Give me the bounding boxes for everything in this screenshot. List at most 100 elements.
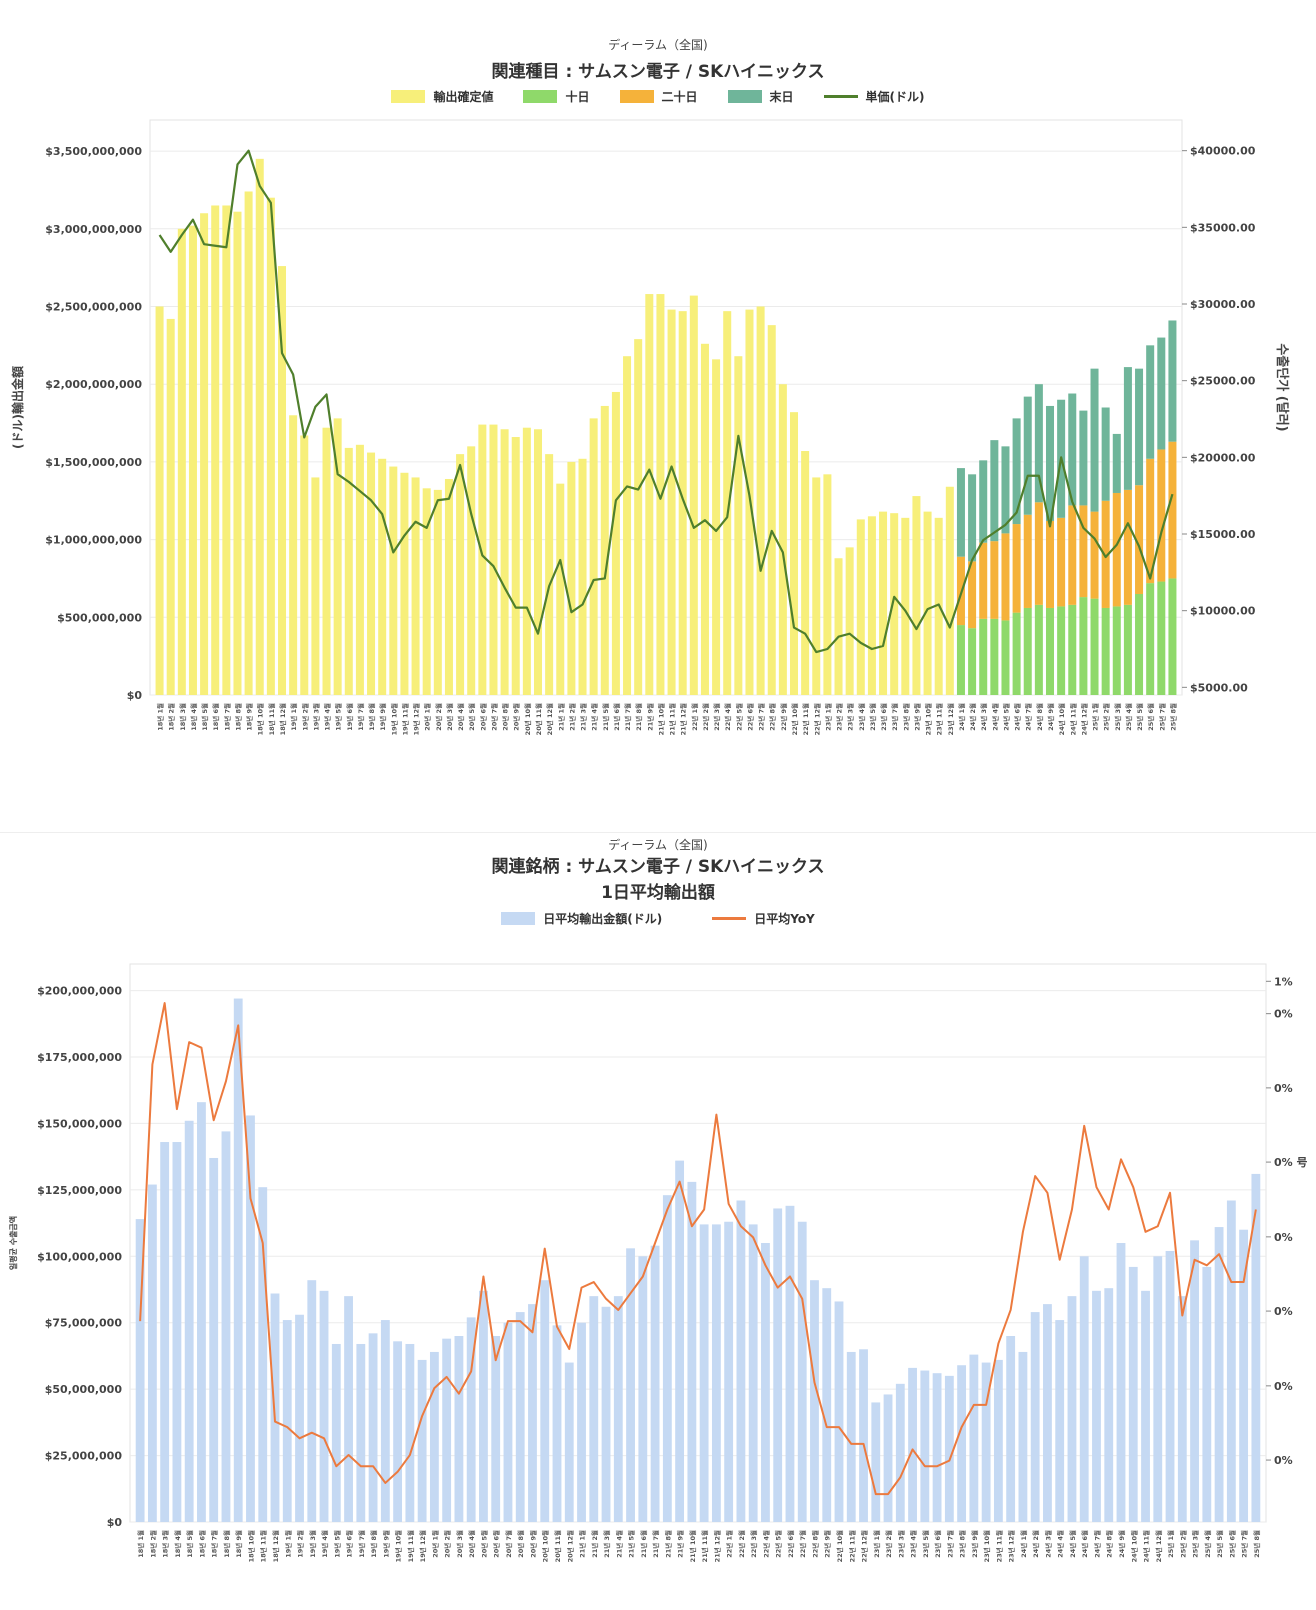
- bar-0[interactable]: [411, 477, 420, 695]
- bar[interactable]: [564, 1362, 574, 1522]
- bar[interactable]: [503, 1322, 513, 1522]
- bar[interactable]: [233, 998, 243, 1522]
- bar-0[interactable]: [623, 356, 632, 695]
- bar[interactable]: [944, 1375, 954, 1522]
- bar[interactable]: [1006, 1336, 1016, 1522]
- bar-0[interactable]: [389, 466, 398, 695]
- bar[interactable]: [1055, 1320, 1065, 1522]
- bar-0[interactable]: [200, 213, 209, 696]
- bar-0[interactable]: [879, 511, 888, 695]
- bar[interactable]: [1043, 1304, 1052, 1522]
- bar[interactable]: [711, 1224, 721, 1522]
- bar[interactable]: [160, 1142, 170, 1522]
- bar[interactable]: [1177, 1296, 1187, 1522]
- legend-item-yoy[interactable]: 日平均YoY: [712, 910, 815, 927]
- bar-0[interactable]: [166, 318, 175, 695]
- bar-3[interactable]: [1112, 433, 1121, 493]
- bar-0[interactable]: [188, 225, 197, 696]
- bar[interactable]: [699, 1224, 709, 1522]
- bar[interactable]: [147, 1184, 157, 1522]
- bar-0[interactable]: [912, 496, 921, 695]
- bar[interactable]: [736, 1200, 746, 1522]
- bar-2[interactable]: [1079, 505, 1088, 598]
- bar-0[interactable]: [645, 294, 654, 695]
- bar[interactable]: [1067, 1296, 1077, 1522]
- bar[interactable]: [981, 1362, 991, 1522]
- bar-0[interactable]: [222, 205, 231, 696]
- bar-3[interactable]: [1168, 320, 1177, 442]
- bar[interactable]: [859, 1349, 868, 1522]
- bar-3[interactable]: [1101, 407, 1110, 501]
- bar-1[interactable]: [1079, 597, 1088, 695]
- bar-3[interactable]: [979, 460, 988, 543]
- bar-3[interactable]: [1045, 405, 1055, 521]
- bar[interactable]: [368, 1333, 378, 1522]
- bar-0[interactable]: [567, 461, 576, 695]
- bar-0[interactable]: [266, 197, 275, 695]
- bar-0[interactable]: [723, 311, 732, 695]
- legend-item-month-end[interactable]: 末日: [727, 88, 794, 105]
- bar-1[interactable]: [1146, 583, 1155, 695]
- bar-1[interactable]: [956, 625, 965, 695]
- bar[interactable]: [1079, 1256, 1089, 1522]
- bar-3[interactable]: [1135, 368, 1144, 486]
- bar-0[interactable]: [812, 477, 821, 695]
- bar-0[interactable]: [433, 489, 442, 695]
- legend-item-20days[interactable]: 二十日: [619, 88, 698, 105]
- bar-1[interactable]: [1112, 606, 1121, 695]
- bar-0[interactable]: [756, 306, 765, 695]
- bar-0[interactable]: [667, 309, 676, 695]
- bar-0[interactable]: [322, 427, 331, 695]
- bar-3[interactable]: [968, 474, 977, 562]
- bar[interactable]: [540, 1280, 550, 1522]
- bar[interactable]: [393, 1341, 403, 1522]
- bar[interactable]: [1239, 1229, 1249, 1522]
- bar[interactable]: [626, 1248, 635, 1522]
- bar[interactable]: [172, 1142, 182, 1522]
- bar-3[interactable]: [1079, 410, 1088, 506]
- bar[interactable]: [552, 1325, 562, 1522]
- bar[interactable]: [307, 1280, 317, 1522]
- bar[interactable]: [908, 1367, 917, 1522]
- bar-2[interactable]: [1045, 520, 1055, 608]
- bar[interactable]: [1153, 1256, 1163, 1522]
- bar[interactable]: [724, 1221, 734, 1522]
- bar-1[interactable]: [1123, 604, 1132, 695]
- bar-0[interactable]: [533, 429, 543, 695]
- bar-0[interactable]: [656, 294, 665, 695]
- bar[interactable]: [1104, 1288, 1114, 1522]
- bar[interactable]: [883, 1394, 893, 1522]
- bar-0[interactable]: [155, 306, 164, 695]
- bar[interactable]: [957, 1365, 967, 1522]
- bar-0[interactable]: [277, 266, 287, 695]
- bar[interactable]: [773, 1208, 783, 1522]
- bar-0[interactable]: [678, 311, 687, 695]
- bar-0[interactable]: [545, 454, 554, 695]
- bar-0[interactable]: [400, 472, 409, 695]
- bar-1[interactable]: [968, 628, 977, 695]
- bar-2[interactable]: [1023, 514, 1032, 608]
- bar-0[interactable]: [890, 513, 899, 695]
- bar-0[interactable]: [600, 405, 609, 695]
- bar-1[interactable]: [1012, 612, 1021, 695]
- bar[interactable]: [638, 1256, 648, 1522]
- bar[interactable]: [221, 1131, 231, 1522]
- bar[interactable]: [993, 1359, 1003, 1522]
- bar[interactable]: [442, 1338, 452, 1522]
- bar-2[interactable]: [1157, 449, 1166, 582]
- bar-0[interactable]: [689, 295, 698, 695]
- bar[interactable]: [1226, 1200, 1236, 1522]
- bar-0[interactable]: [589, 418, 598, 695]
- bar[interactable]: [246, 1115, 255, 1522]
- bar-0[interactable]: [311, 477, 320, 695]
- bar[interactable]: [528, 1304, 537, 1522]
- bar[interactable]: [748, 1224, 758, 1522]
- legend-item-unit-price[interactable]: 単価(ドル): [823, 88, 925, 105]
- bar-0[interactable]: [856, 519, 865, 695]
- bar-1[interactable]: [1168, 578, 1177, 695]
- bar[interactable]: [785, 1205, 795, 1522]
- bar-0[interactable]: [467, 446, 476, 695]
- bar[interactable]: [932, 1373, 942, 1522]
- bar[interactable]: [761, 1243, 770, 1522]
- bar[interactable]: [1165, 1250, 1175, 1522]
